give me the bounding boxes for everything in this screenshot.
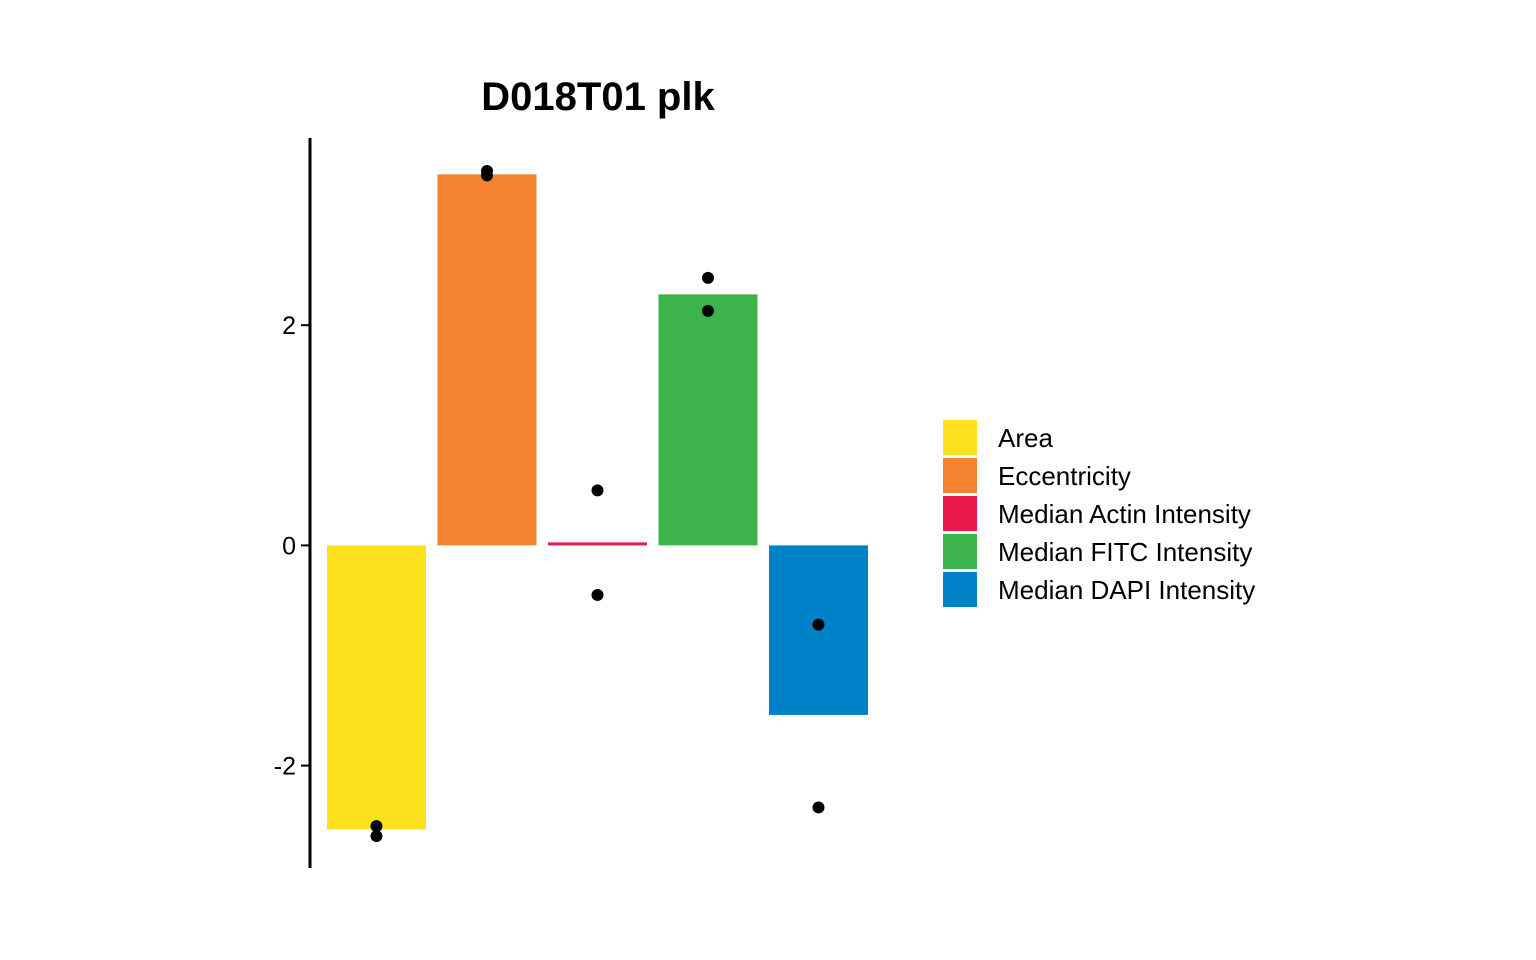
y-tick-label: -2 bbox=[274, 753, 296, 781]
data-point bbox=[481, 169, 493, 182]
y-tick-label: 0 bbox=[282, 532, 296, 560]
legend-label: Median DAPI Intensity bbox=[998, 575, 1255, 605]
bars bbox=[327, 174, 868, 830]
data-point bbox=[702, 304, 714, 317]
data-point bbox=[812, 618, 825, 631]
legend-swatch bbox=[943, 534, 977, 569]
data-point bbox=[591, 588, 604, 601]
y-axis: -2 0 2 bbox=[274, 138, 312, 868]
legend-swatch bbox=[943, 572, 977, 607]
data-point bbox=[702, 271, 714, 284]
legend-swatch bbox=[943, 420, 977, 455]
legend-label: Eccentricity bbox=[998, 461, 1131, 491]
legend-swatch bbox=[943, 496, 977, 531]
chart-title: D018T01 plk bbox=[481, 75, 715, 119]
bar bbox=[658, 294, 758, 546]
data-point bbox=[812, 801, 825, 814]
legend-label: Median Actin Intensity bbox=[998, 499, 1251, 529]
y-tick-label: 2 bbox=[282, 312, 296, 340]
data-points bbox=[370, 165, 825, 843]
bar bbox=[548, 542, 647, 546]
legend-label: Median FITC Intensity bbox=[998, 537, 1252, 567]
data-point bbox=[370, 830, 383, 843]
legend-swatch bbox=[943, 458, 977, 493]
legend: Area Eccentricity Median Actin Intensity Me… bbox=[943, 420, 1255, 607]
data-point bbox=[370, 820, 383, 833]
data-point bbox=[591, 484, 604, 497]
bar bbox=[437, 174, 537, 546]
legend-label: Area bbox=[998, 423, 1053, 453]
bar bbox=[327, 545, 426, 830]
